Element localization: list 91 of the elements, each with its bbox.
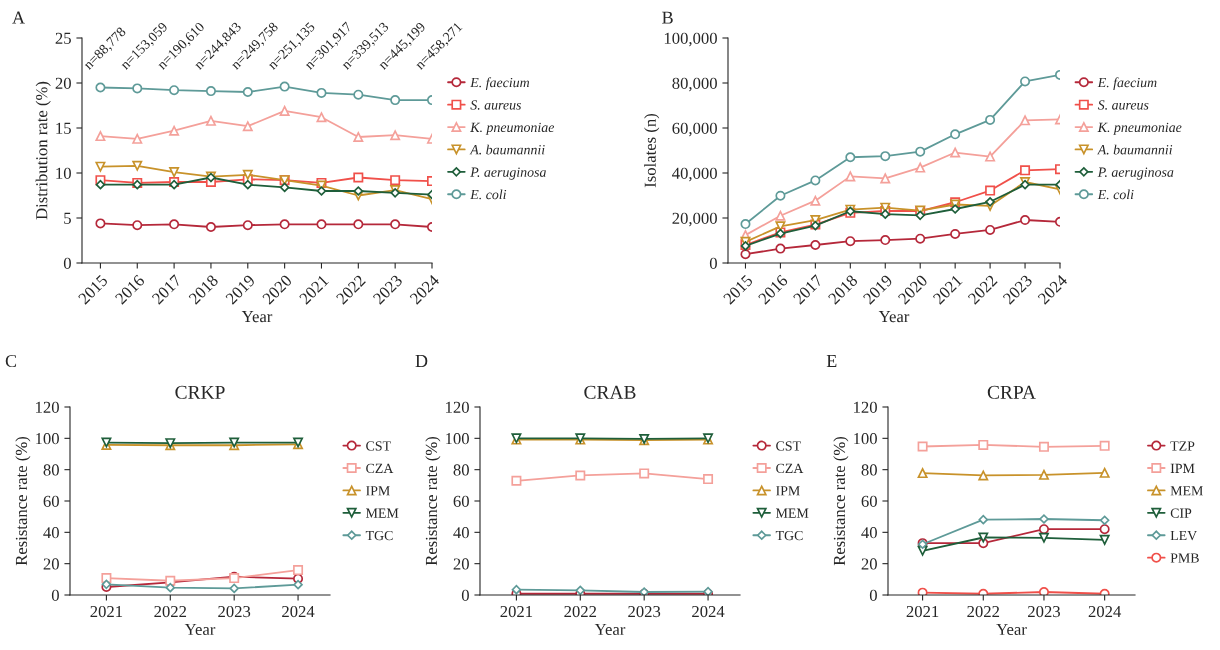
legend-label: TGC <box>365 530 393 541</box>
y-tick-label: 100 <box>36 433 59 445</box>
x-tick-label: 2023 <box>218 605 251 618</box>
y-tick-label: 40 <box>43 527 59 539</box>
y-axis-title: Resistance rate (%) <box>425 436 441 566</box>
x-tick-label: 2022 <box>154 605 187 618</box>
legend-label: MEM <box>1170 486 1203 496</box>
y-axis-title: Resistance rate (%) <box>833 436 849 566</box>
chart-title: CRPA <box>987 385 1036 399</box>
y-tick-label: 120 <box>446 401 469 413</box>
text: B <box>662 11 673 24</box>
legend-label: P. aeruginosa <box>470 167 546 180</box>
legend-label: A. baumannii <box>469 144 545 155</box>
legend-label: A. baumannii <box>1096 144 1173 155</box>
y-tick-label: 60,000 <box>672 122 717 137</box>
legend-label: LEV <box>1170 530 1198 541</box>
y-axis-title: Resistance rate (%) <box>15 436 31 566</box>
x-tick-label: 2024 <box>692 605 725 618</box>
legend-label: K. pneumoniae <box>1097 122 1182 135</box>
y-axis-title: Distribution rate (%) <box>35 81 51 220</box>
legend-label: CZA <box>776 463 804 474</box>
y-tick-label: 100 <box>446 433 469 445</box>
text: E <box>826 355 837 367</box>
legend-label: CST <box>366 441 391 451</box>
legend-label: IPM <box>366 486 390 496</box>
y-tick-label: 25 <box>55 32 71 44</box>
legend-label: E. faecium <box>1097 77 1157 91</box>
y-tick-label: 120 <box>854 401 877 413</box>
legend-label: PMB <box>1170 553 1199 563</box>
y-tick-label: 20 <box>861 558 877 570</box>
y-tick-label: 120 <box>36 401 59 413</box>
legend-label: MEM <box>365 508 399 518</box>
y-tick-label: 20 <box>55 77 71 89</box>
y-tick-label: 40 <box>453 527 469 539</box>
legend-label: IPM <box>776 486 800 496</box>
y-tick-label: 5 <box>64 212 71 224</box>
legend-label: CST <box>776 441 801 451</box>
x-tick-label: 2023 <box>1028 605 1060 618</box>
y-tick-label: 60 <box>43 495 59 507</box>
y-tick-label: 15 <box>56 122 71 134</box>
y-tick-label: 60 <box>453 495 469 507</box>
y-tick-label: 80 <box>861 464 877 476</box>
legend-label: TZP <box>1170 441 1195 451</box>
x-axis-title: Year <box>184 623 216 636</box>
x-tick-label: 2022 <box>564 605 597 618</box>
y-tick-label: 80 <box>43 464 59 476</box>
y-tick-label: 20 <box>453 558 469 570</box>
x-tick-label: 2021 <box>500 605 533 618</box>
y-tick-label: 0 <box>63 257 71 269</box>
legend-label: MEM <box>775 508 809 518</box>
legend-label: CIP <box>1170 508 1192 518</box>
text: C <box>5 354 17 368</box>
legend-label: E. faecium <box>470 77 530 91</box>
y-axis-title: Isolates (n) <box>644 113 660 188</box>
x-tick-label: 2023 <box>628 605 661 618</box>
y-tick-label: 100,000 <box>664 32 717 47</box>
legend-label: IPM <box>1170 463 1195 473</box>
y-tick-label: 0 <box>709 257 717 269</box>
y-tick-label: 20,000 <box>672 212 717 227</box>
legend-label: E. coli <box>470 189 507 200</box>
x-axis-title: Year <box>241 311 273 323</box>
y-tick-label: 0 <box>461 589 469 601</box>
text: A <box>12 11 25 24</box>
x-tick-label: 2024 <box>1088 605 1122 618</box>
legend-label: E. coli <box>1097 189 1134 200</box>
legend-label: P. aeruginosa <box>1097 167 1174 180</box>
y-tick-label: 20 <box>43 558 59 570</box>
x-tick-label: 2021 <box>90 605 123 618</box>
legend-label: TGC <box>775 530 803 541</box>
y-tick-label: 0 <box>869 589 877 601</box>
x-tick-label: 2021 <box>906 605 939 618</box>
legend-label: S. aureus <box>470 100 522 110</box>
y-tick-label: 10 <box>56 167 71 179</box>
x-axis-title: Year <box>594 623 626 636</box>
x-tick-label: 2024 <box>282 605 315 618</box>
y-tick-label: 80 <box>453 464 469 476</box>
chart-title: CRKP <box>175 385 225 399</box>
y-tick-label: 80,000 <box>672 77 717 92</box>
x-axis-title: Year <box>996 623 1027 636</box>
text: D <box>415 355 428 367</box>
x-tick-label: 2022 <box>967 605 1000 618</box>
legend-label: K. pneumoniae <box>470 122 555 135</box>
y-tick-label: 0 <box>51 589 59 601</box>
y-tick-label: 40 <box>861 527 877 539</box>
y-tick-label: 60 <box>861 495 877 507</box>
y-tick-label: 40,000 <box>672 167 717 182</box>
x-axis-title: Year <box>878 311 910 323</box>
legend-label: S. aureus <box>1097 100 1149 110</box>
chart-title: CRAB <box>584 385 636 399</box>
legend-label: CZA <box>366 463 394 474</box>
y-tick-label: 100 <box>854 433 877 445</box>
